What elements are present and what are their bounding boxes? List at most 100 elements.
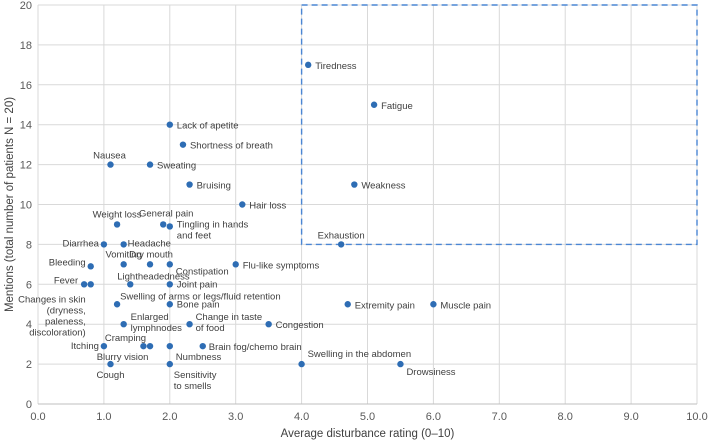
y-tick-label: 10 (20, 200, 32, 212)
data-point (370, 101, 378, 108)
point-label: Congestion (276, 320, 324, 331)
point-label: Extremity pain (355, 300, 415, 311)
y-tick-label: 18 (20, 40, 32, 52)
point-label: Fatigue (381, 101, 413, 112)
x-tick-label: 4.0 (294, 411, 309, 423)
data-point (166, 121, 173, 128)
x-tick-label: 1.0 (96, 411, 111, 423)
y-tick-label: 12 (20, 160, 32, 172)
data-point (351, 181, 358, 188)
grid-layer (37, 4, 698, 405)
point-label: Cough (96, 370, 124, 381)
data-point (120, 261, 127, 268)
point-label: Flu-like symptoms (243, 260, 320, 271)
data-point (166, 342, 173, 350)
data-point (160, 221, 167, 228)
data-point (186, 181, 193, 188)
point-label: Nausea (93, 151, 126, 162)
point-label: Muscle pain (440, 300, 491, 311)
point-label: Enlarged lymphnodes (131, 312, 182, 334)
y-tick-label: 16 (20, 80, 32, 92)
point-label: General pain (139, 208, 193, 219)
data-point (265, 321, 272, 328)
point-label: Change in taste of food (196, 312, 263, 334)
point-label: Constipation (176, 266, 229, 277)
data-point (166, 261, 173, 268)
point-label: Headache (128, 238, 171, 249)
data-point (344, 301, 351, 308)
point-label: Sensitivity to smells (174, 370, 217, 392)
point-layer (80, 61, 437, 368)
point-label: Bruising (197, 181, 231, 192)
highlight-box-layer (300, 4, 698, 246)
data-point (146, 342, 154, 350)
point-label: Brain fog/chemo brain (209, 342, 302, 353)
y-axis-title: Mentions (total number of patients N = 2… (4, 97, 16, 312)
data-point (166, 223, 173, 230)
data-point (179, 141, 187, 148)
data-point (304, 61, 312, 69)
data-point (107, 360, 114, 368)
point-label: Shortness of breath (190, 141, 273, 152)
data-point (146, 161, 154, 168)
point-label: Exhaustion (318, 230, 365, 241)
y-tick-label: 14 (20, 120, 32, 132)
data-point (120, 241, 127, 248)
x-tick-label: 6.0 (426, 411, 441, 423)
point-label: Numbness (176, 352, 222, 363)
point-label: Tingling in hands and feet (177, 219, 249, 241)
data-point (239, 201, 246, 208)
data-point (199, 342, 206, 350)
x-tick-label: 3.0 (228, 411, 243, 423)
data-point (120, 321, 127, 328)
y-tick-label: 20 (20, 0, 32, 12)
point-label: Weight loss (93, 209, 142, 220)
point-label: Lack of apetite (177, 121, 239, 132)
data-point (146, 261, 154, 268)
data-point (100, 342, 108, 350)
point-label: Tiredness (315, 61, 357, 72)
x-tick-label: 10.0 (686, 411, 707, 423)
x-tick-label: 8.0 (558, 411, 573, 423)
data-point (397, 360, 404, 368)
point-label: Swelling of arms or legs/fluid retention (120, 291, 281, 302)
data-point (140, 342, 147, 350)
highlight-box (300, 4, 698, 246)
point-label: Swelling in the abdomen (308, 349, 412, 360)
data-point (430, 301, 437, 308)
point-label: Bone pain (177, 299, 220, 310)
y-tick-label: 2 (26, 359, 32, 371)
data-point (298, 360, 305, 368)
data-point (232, 261, 239, 268)
data-point (113, 221, 121, 228)
data-point (87, 281, 94, 288)
data-point (166, 360, 173, 368)
point-label: Fever (54, 275, 78, 286)
point-label: Cramping (105, 333, 146, 344)
axis-layer: 0 2 4 6 8 10 12 14 16 18 20 0.0 1.0 2.0 3.0 4.0 5.0 6.0 7.… (20, 0, 708, 423)
data-point (166, 301, 173, 308)
point-label: Bleeding (49, 257, 86, 268)
x-axis-title: Average disturbance rating (0–10) (281, 428, 455, 440)
data-point (337, 241, 345, 248)
data-point (107, 161, 114, 168)
point-label: Itching (71, 341, 99, 352)
point-label: Lightheadedness (117, 271, 190, 282)
y-tick-label: 6 (26, 279, 32, 291)
y-tick-label: 8 (26, 239, 32, 251)
x-tick-label: 5.0 (360, 411, 375, 423)
data-point (127, 281, 134, 288)
point-label: Weakness (361, 181, 405, 192)
data-point (100, 241, 108, 248)
data-point (87, 263, 94, 270)
x-tick-label: 0.0 (30, 411, 45, 423)
point-label: Vomiting (105, 249, 141, 260)
point-label: Drowsiness (406, 367, 455, 378)
point-label: Joint pain (177, 279, 218, 290)
point-label: Diarrhea (62, 238, 99, 249)
x-tick-label: 2.0 (162, 411, 177, 423)
y-tick-label: 4 (26, 319, 32, 331)
data-point (166, 281, 173, 288)
x-tick-label: 7.0 (492, 411, 507, 423)
